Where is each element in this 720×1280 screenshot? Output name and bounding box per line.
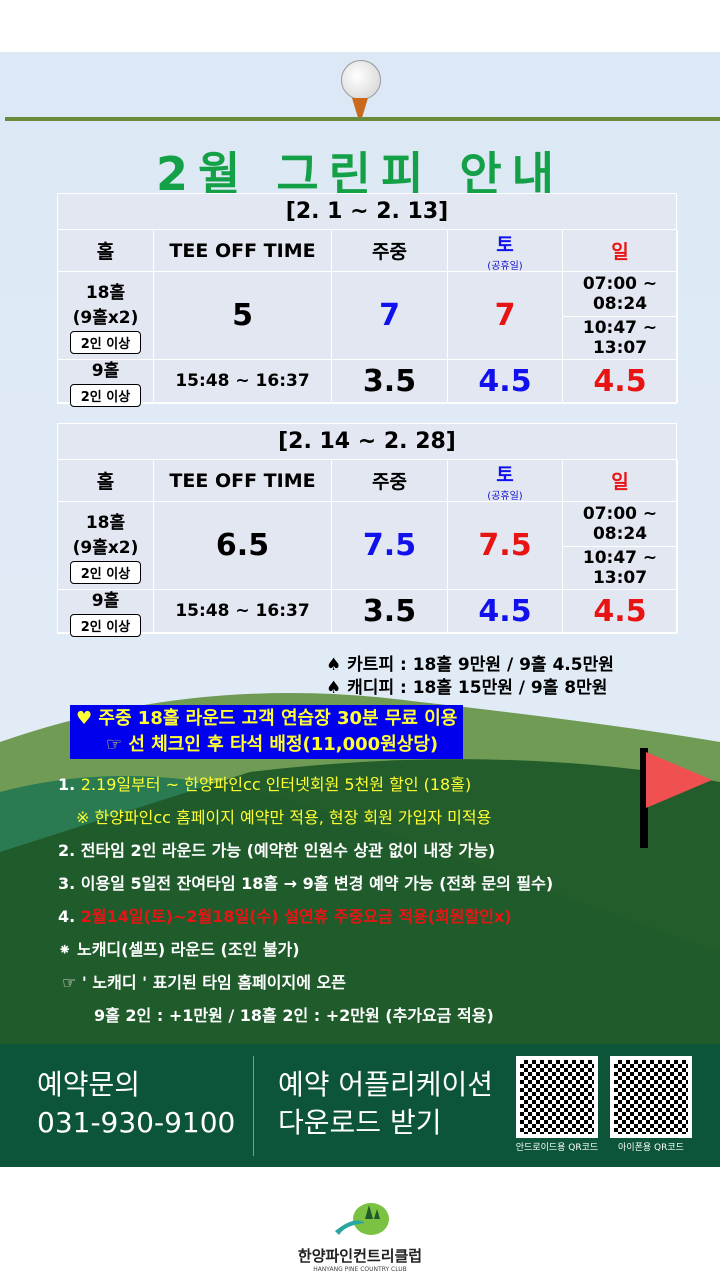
app-label: 예약 어플리케이션 [278, 1068, 493, 1101]
caddie-fee: ♠ 캐디피 : 18홀 15만원 / 9홀 8만원 [326, 678, 608, 698]
qr-code-iphone[interactable] [610, 1056, 692, 1138]
hole-18: 18홀 (9홀x2) 2인 이상 [58, 502, 154, 590]
logo-name: 한양파인컨트리클럽 [297, 1247, 423, 1265]
note-7: 9홀 2인 : +1만원 / 18홀 2인 : +2만원 (추가요금 적용) [94, 1006, 494, 1025]
promo-banner: ♥ 주중 18홀 라운드 고객 연습장 30분 무료 이용 ☞ 선 체크인 후 … [70, 705, 464, 759]
phone-number[interactable]: 031-930-9100 [37, 1106, 236, 1139]
note-3: 3. 이용일 5일전 잔여타임 18홀 → 9홀 변경 예약 가능 (전화 문의… [58, 874, 554, 893]
green-fee-table: [2. 1 ~ 2. 13] 홀 TEE OFF TIME 주중 토 (공휴일) … [57, 193, 678, 407]
inquiry-label: 예약문의 [37, 1068, 141, 1101]
qr-label: 아이폰용 QR코드 [618, 1143, 684, 1153]
promo-line: ♥ 주중 18홀 라운드 고객 연습장 30분 무료 이용 [76, 708, 458, 729]
price-weekday-9: 3.5 [332, 590, 448, 633]
note-6: ☞ ' 노캐디 ' 표기된 타임 홈페이지에 오픈 [62, 973, 346, 992]
note-2: 2. 전타임 2인 라운드 가능 (예약한 인원수 상관 없이 내장 가능) [58, 841, 496, 860]
notes-list: 1. 2.19일부터 ~ 한양파인cc 인터넷회원 5천원 할인 (18홀) ※… [58, 768, 553, 1032]
header-hole: 홀 [58, 460, 154, 502]
note-5: ⁕ 노캐디(셀프) 라운드 (조인 불가) [58, 940, 300, 959]
app-download-label: 다운로드 받기 [278, 1106, 442, 1139]
golf-ball-icon [341, 60, 381, 100]
header-sun: 일 [563, 230, 678, 272]
tee-time: 10:47 ~ 13:07 [563, 547, 678, 590]
header-tee: TEE OFF TIME [154, 460, 332, 502]
flag-pole [640, 748, 648, 848]
price-weekday-9: 3.5 [332, 360, 448, 403]
club-logo: 한양파인컨트리클럽 HANYANG PINE COUNTRY CLUB [0, 1195, 720, 1273]
price-sun-18: 7.5 [448, 502, 563, 590]
qr-code-android[interactable] [516, 1056, 598, 1138]
price-sun-18: 7 [448, 272, 563, 360]
price-sat-18: 7.5 [332, 502, 448, 590]
hole-9: 9홀 2인 이상 [58, 360, 154, 407]
cart-fee: ♠ 카트피 : 18홀 9만원 / 9홀 4.5만원 [326, 655, 614, 675]
price-sun-9: 4.5 [563, 360, 678, 403]
divider [5, 117, 720, 121]
hills-illustration [0, 693, 720, 1044]
note-4: 4. 2월14일(토)~2월18일(수) 설연휴 주중요금 적용(회원할인x) [58, 907, 512, 926]
note-1: 1. 2.19일부터 ~ 한양파인cc 인터넷회원 5천원 할인 (18홀) [58, 775, 472, 794]
tee-time: 15:48 ~ 16:37 [154, 360, 332, 403]
note-1-sub: ※ 한양파인cc 홈페이지 예약만 적용, 현장 회원 가입자 미적용 [76, 808, 492, 827]
price-weekday-18: 6.5 [154, 502, 332, 590]
qr-label: 안드로이드용 QR코드 [515, 1143, 599, 1153]
tee-time: 07:00 ~ 08:24 [563, 272, 678, 317]
header-sat: 토 (공휴일) [448, 230, 563, 272]
period-label: [2. 1 ~ 2. 13] [58, 194, 676, 230]
price-sat-9: 4.5 [448, 590, 563, 633]
price-sat-9: 4.5 [448, 360, 563, 403]
price-sat-18: 7 [332, 272, 448, 360]
price-weekday-18: 5 [154, 272, 332, 360]
hole-18: 18홀 (9홀x2) 2인 이상 [58, 272, 154, 360]
page-title: 2월 그린피 안내 [156, 147, 564, 201]
logo-name-en: HANYANG PINE COUNTRY CLUB [313, 1266, 407, 1273]
price-sun-9: 4.5 [563, 590, 678, 633]
tee-time: 15:48 ~ 16:37 [154, 590, 332, 633]
header-sun: 일 [563, 460, 678, 502]
header-weekday: 주중 [332, 460, 448, 502]
period-label: [2. 14 ~ 2. 28] [58, 424, 676, 460]
green-fee-table: [2. 14 ~ 2. 28] 홀 TEE OFF TIME 주중 토 (공휴일)… [57, 423, 678, 637]
divider [253, 1056, 254, 1156]
logo-icon [335, 1203, 389, 1235]
header-weekday: 주중 [332, 230, 448, 272]
tee-time: 07:00 ~ 08:24 [563, 502, 678, 547]
hole-9: 9홀 2인 이상 [58, 590, 154, 637]
tee-time: 10:47 ~ 13:07 [563, 317, 678, 360]
promo-line: ☞ 선 체크인 후 타석 배정(11,000원상당) [106, 734, 439, 755]
header-tee: TEE OFF TIME [154, 230, 332, 272]
header-hole: 홀 [58, 230, 154, 272]
header-sat: 토 (공휴일) [448, 460, 563, 502]
